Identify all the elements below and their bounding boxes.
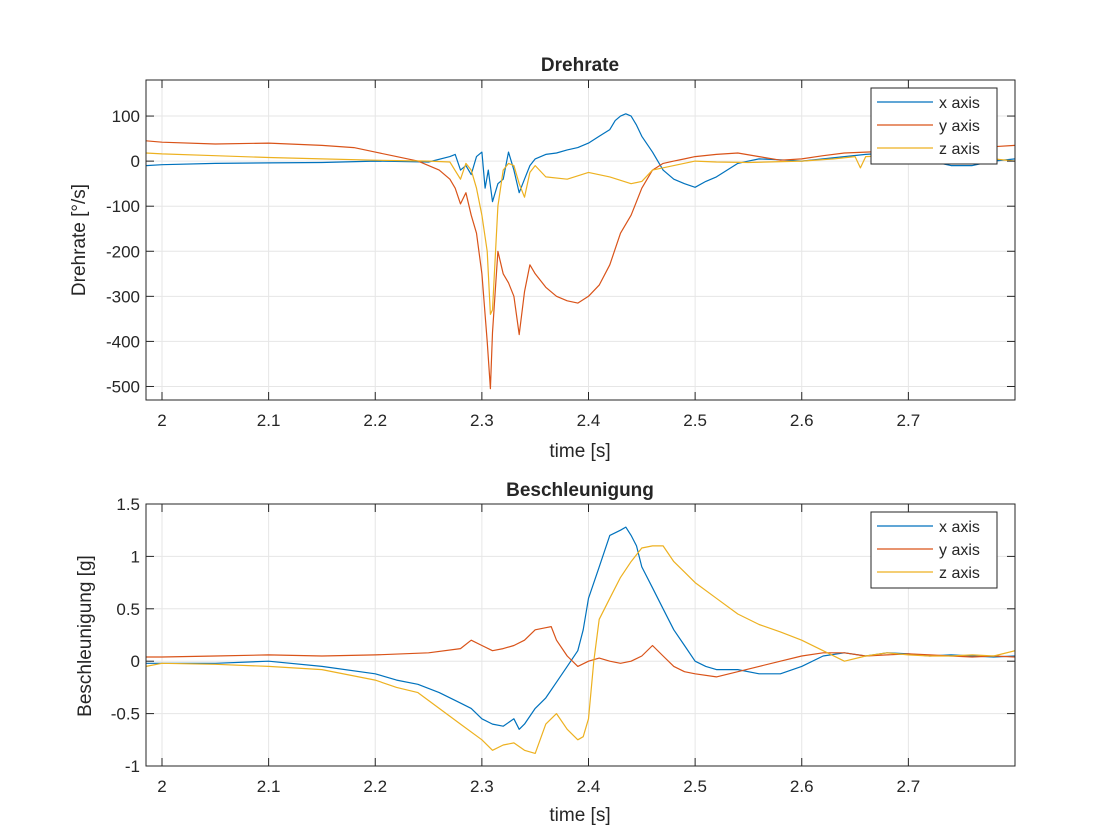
beschleunigung-chart: 2 2.1 2.2 2.3 2.4 2.5 2.6 2.7 1.5 1 0.5 0 -0.5 -1 Bes… — [75, 480, 1016, 826]
y-tick-label: 1.5 — [116, 495, 140, 514]
beschleunigung-plot-area — [146, 504, 1015, 766]
drehrate-ylabel: Drehrate [°/s] — [69, 184, 90, 296]
x-tick-label: 2.2 — [363, 777, 387, 796]
y-tick-label: -400 — [106, 332, 140, 351]
legend-entry-label: x axis — [939, 519, 980, 536]
y-tick-label: -500 — [106, 377, 140, 396]
drehrate-axes-box — [145, 79, 1016, 401]
x-tick-label: 2.4 — [577, 777, 601, 796]
x-tick-label: 2.7 — [897, 411, 921, 430]
y-tick-label: -100 — [106, 197, 140, 216]
series-line-x-axis — [146, 526, 1015, 730]
series-line-z-axis — [146, 152, 1015, 315]
y-tick-label: 0 — [131, 652, 140, 671]
series-line-y-axis — [146, 140, 1015, 390]
y-tick-label: -300 — [106, 287, 140, 306]
x-tick-label: 2.6 — [790, 411, 814, 430]
legend-box — [870, 87, 998, 165]
beschleunigung-series — [146, 526, 1015, 755]
x-tick-label: 2.3 — [470, 411, 494, 430]
y-tick-label: 0.5 — [116, 600, 140, 619]
drehrate-grid — [146, 80, 1015, 400]
beschleunigung-legend: x axis y axis z axis — [870, 511, 998, 589]
drehrate-ticks: 2 2.1 2.2 2.3 2.4 2.5 2.6 2.7 100 0 -100 -200 -300 -4… — [106, 80, 1015, 430]
beschleunigung-xlabel: time [s] — [549, 805, 610, 826]
x-tick-label: 2.5 — [683, 777, 707, 796]
y-tick-label: -1 — [125, 757, 140, 776]
x-tick-label: 2.6 — [790, 777, 814, 796]
drehrate-title: Drehrate — [541, 55, 619, 76]
series-line-y-axis — [146, 625, 1015, 678]
y-tick-label: 100 — [112, 107, 140, 126]
drehrate-legend: x axis y axis z axis — [870, 87, 998, 165]
drehrate-plot-area — [146, 80, 1015, 400]
series-line-z-axis — [146, 545, 1015, 755]
legend-entry-label: y axis — [939, 542, 980, 559]
x-tick-label: 2.1 — [257, 411, 281, 430]
y-tick-label: 0 — [131, 152, 140, 171]
x-tick-label: 2.3 — [470, 777, 494, 796]
x-tick-label: 2.2 — [363, 411, 387, 430]
y-tick-label: 1 — [131, 547, 140, 566]
beschleunigung-ylabel: Beschleunigung [g] — [75, 555, 96, 717]
x-tick-label: 2.7 — [897, 777, 921, 796]
x-tick-label: 2 — [157, 777, 166, 796]
x-tick-label: 2.1 — [257, 777, 281, 796]
x-tick-label: 2 — [157, 411, 166, 430]
drehrate-series — [146, 113, 1015, 390]
beschleunigung-title: Beschleunigung — [506, 480, 654, 501]
legend-entry-label: y axis — [939, 118, 980, 135]
x-tick-label: 2.5 — [683, 411, 707, 430]
beschleunigung-axes-box — [145, 503, 1016, 767]
legend-entry-label: x axis — [939, 95, 980, 112]
x-tick-label: 2.4 — [577, 411, 601, 430]
legend-entry-label: z axis — [939, 565, 980, 582]
y-tick-label: -200 — [106, 242, 140, 261]
drehrate-chart: 2 2.1 2.2 2.3 2.4 2.5 2.6 2.7 100 0 -100 -200 -300 -4… — [69, 55, 1016, 462]
drehrate-xlabel: time [s] — [549, 441, 610, 462]
legend-box — [870, 511, 998, 589]
legend-entry-label: z axis — [939, 141, 980, 158]
y-tick-label: -0.5 — [111, 705, 140, 724]
beschleunigung-ticks: 2 2.1 2.2 2.3 2.4 2.5 2.6 2.7 1.5 1 0.5 0 -0.5 -1 — [111, 495, 1015, 796]
